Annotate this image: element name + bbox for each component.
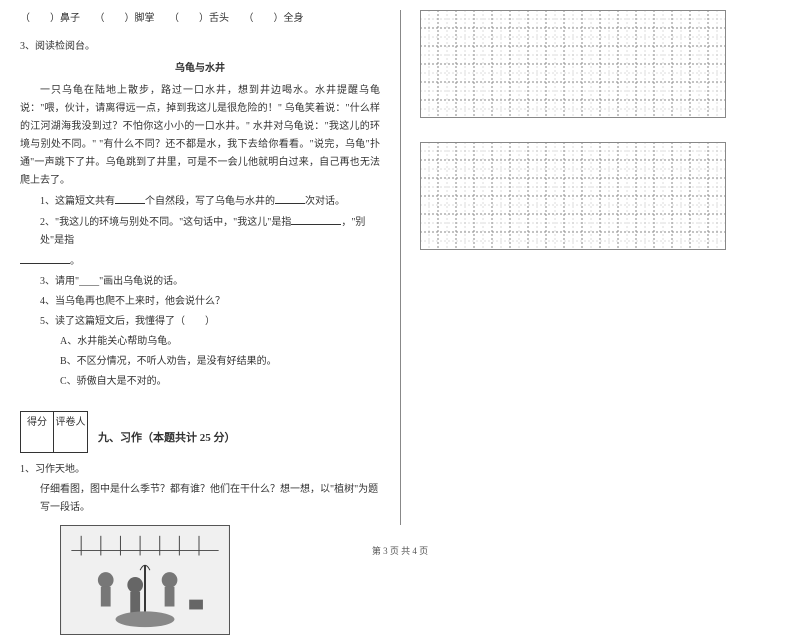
score-box: 得分 <box>20 411 54 453</box>
question-5: 5、读了这篇短文后，我懂得了（ ） <box>40 313 380 331</box>
option-b: B、不区分情况，不听人劝告，是没有好结果的。 <box>60 353 380 371</box>
fill-bracket: （ ） <box>169 13 209 24</box>
writing-prompt: 仔细看图，图中是什么季节？都有谁？他们在干什么？想一想，以"植树"为题写一段话。 <box>40 481 380 517</box>
story-paragraph: 一只乌龟在陆地上散步，路过一口水井，想到井边喝水。水井提醒乌龟说："喂，伙计，请… <box>20 82 380 190</box>
blank[interactable] <box>291 213 341 225</box>
writing-grid-1[interactable] <box>420 10 780 118</box>
fill-word: 鼻子 <box>60 13 80 24</box>
blank[interactable] <box>20 252 70 264</box>
right-column <box>400 0 800 565</box>
fill-word: 脚掌 <box>135 13 155 24</box>
option-c: C、骄傲自大是不对的。 <box>60 373 380 391</box>
q2-prefix: 2、"我这儿的环境与别处不同。"这句话中，"我这儿"是指 <box>40 217 291 228</box>
writing-grid-2[interactable] <box>420 142 780 250</box>
grader-box: 评卷人 <box>54 411 88 453</box>
blank[interactable] <box>115 192 145 204</box>
fill-word: 全身 <box>284 13 304 24</box>
left-column: （ ）鼻子 （ ）脚掌 （ ）舌头 （ ）全身 3、阅读检阅台。 乌龟与水井 一… <box>0 0 400 565</box>
option-a: A、水井能关心帮助乌龟。 <box>60 333 380 351</box>
q2-suffix: 。 <box>70 256 80 267</box>
q1-suffix: 次对话。 <box>305 196 345 207</box>
planting-illustration <box>60 525 230 635</box>
question-2: 2、"我这儿的环境与别处不同。"这句话中，"我这儿"是指，"别处"是指 <box>40 213 380 250</box>
reading-heading: 3、阅读检阅台。 <box>20 38 380 56</box>
question-1: 1、这篇短文共有 个自然段，写了乌龟与水井的 次对话。 <box>40 192 380 211</box>
q2-line2: 。 <box>20 252 380 271</box>
story-title: 乌龟与水井 <box>20 60 380 78</box>
fill-row: （ ）鼻子 （ ）脚掌 （ ）舌头 （ ）全身 <box>20 10 380 28</box>
q1-prefix: 1、这篇短文共有 <box>40 196 115 207</box>
writing-heading: 1、习作天地。 <box>20 461 380 479</box>
reading-number: 3、 <box>20 41 35 52</box>
fill-bracket: （ ） <box>20 13 60 24</box>
page-footer: 第 3 页 共 4 页 <box>0 544 800 557</box>
score-box-row: 得分 评卷人 九、习作（本题共计 25 分） <box>20 411 380 453</box>
writing-title: 习作天地。 <box>35 464 85 475</box>
question-3: 3、请用"____"画出乌龟说的话。 <box>40 273 380 291</box>
fill-word: 舌头 <box>209 13 229 24</box>
section-title: 九、习作（本题共计 25 分） <box>98 429 236 449</box>
fill-bracket: （ ） <box>95 13 135 24</box>
question-4: 4、当乌龟再也爬不上来时，他会说什么？ <box>40 293 380 311</box>
fill-bracket: （ ） <box>244 13 284 24</box>
q1-mid: 个自然段，写了乌龟与水井的 <box>145 196 275 207</box>
writing-number: 1、 <box>20 464 35 475</box>
reading-title: 阅读检阅台。 <box>35 41 95 52</box>
blank[interactable] <box>275 192 305 204</box>
